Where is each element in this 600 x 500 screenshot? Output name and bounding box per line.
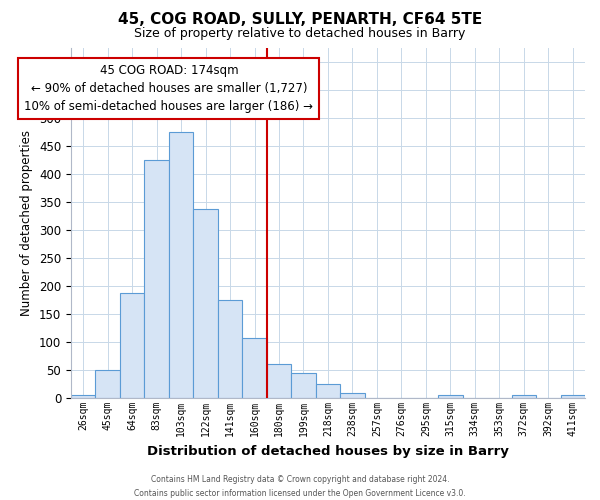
Bar: [291, 373, 316, 398]
Bar: [560, 396, 585, 398]
X-axis label: Distribution of detached houses by size in Barry: Distribution of detached houses by size …: [147, 444, 509, 458]
Bar: [193, 208, 218, 398]
Text: Contains HM Land Registry data © Crown copyright and database right 2024.
Contai: Contains HM Land Registry data © Crown c…: [134, 476, 466, 498]
Text: Size of property relative to detached houses in Barry: Size of property relative to detached ho…: [134, 28, 466, 40]
Bar: [316, 384, 340, 398]
Bar: [95, 370, 120, 398]
Bar: [512, 396, 536, 398]
Bar: [120, 292, 145, 398]
Text: 45, COG ROAD, SULLY, PENARTH, CF64 5TE: 45, COG ROAD, SULLY, PENARTH, CF64 5TE: [118, 12, 482, 28]
Bar: [71, 396, 95, 398]
Bar: [438, 396, 463, 398]
Bar: [145, 160, 169, 398]
Bar: [242, 338, 267, 398]
Bar: [169, 132, 193, 398]
Y-axis label: Number of detached properties: Number of detached properties: [20, 130, 34, 316]
Text: 45 COG ROAD: 174sqm
← 90% of detached houses are smaller (1,727)
10% of semi-det: 45 COG ROAD: 174sqm ← 90% of detached ho…: [25, 64, 313, 114]
Bar: [340, 392, 365, 398]
Bar: [218, 300, 242, 398]
Bar: [267, 364, 291, 398]
